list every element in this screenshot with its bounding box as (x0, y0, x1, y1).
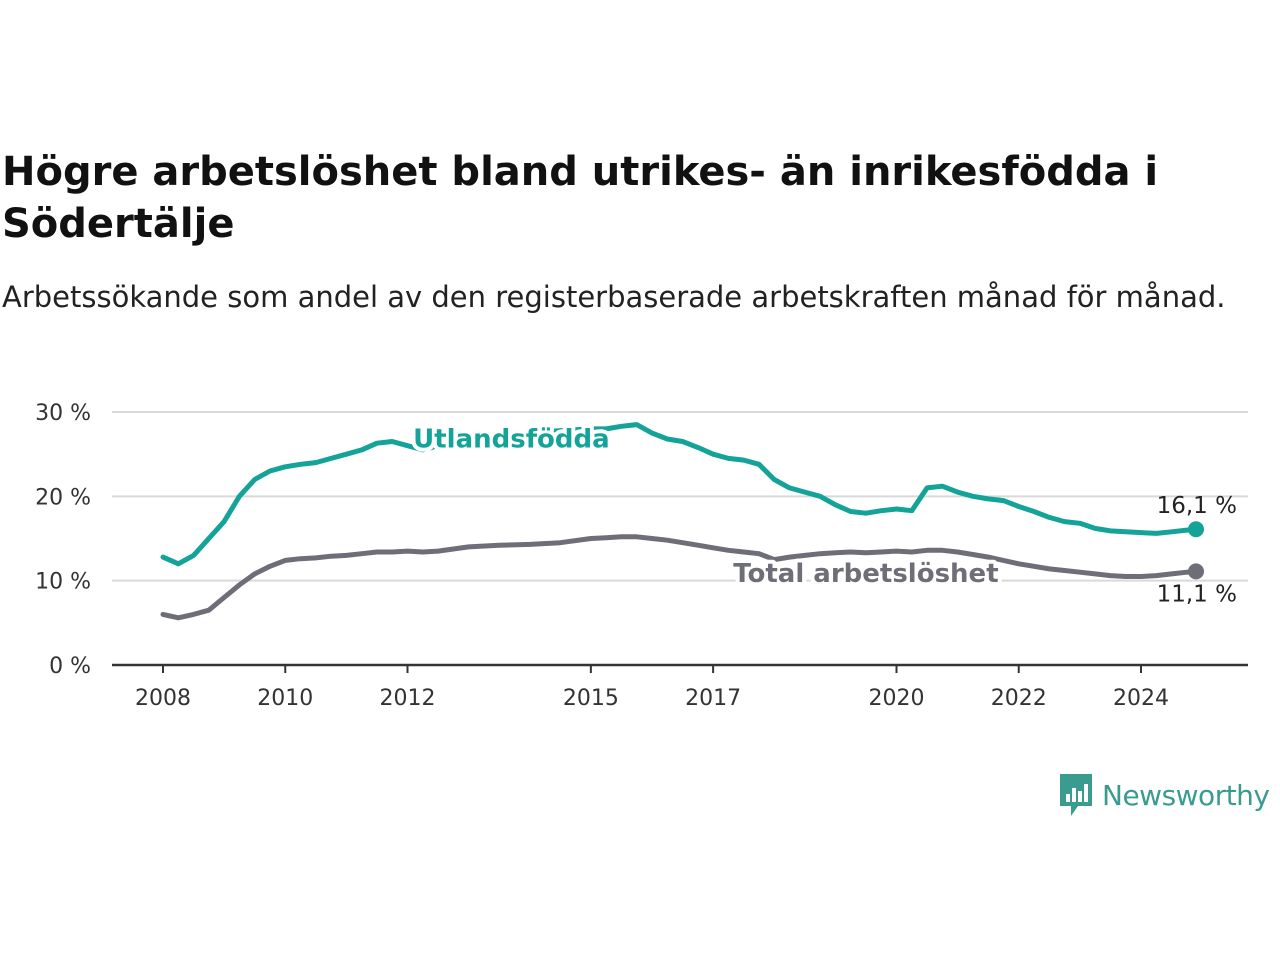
x-tick-label: 2022 (991, 686, 1047, 711)
series-lines (160, 422, 1204, 621)
series-name-label: Utlandsfödda (413, 424, 610, 454)
series-end-label: 11,1 % (1157, 581, 1237, 607)
y-tick-label: 20 % (35, 485, 91, 510)
series-name-label: Total arbetslöshet (733, 559, 998, 589)
x-tick-label: 2010 (257, 686, 313, 711)
x-tick-label: 2015 (563, 686, 619, 711)
y-tick-label: 30 % (35, 401, 91, 426)
chart-labels: 0 % 10 % 20 % 30 % 2008 2010 2012 2015 2017 2020 2… (35, 401, 1237, 711)
x-tick-label: 2017 (685, 686, 741, 711)
newsworthy-logo: Newsworthy (1058, 772, 1270, 818)
series-line (160, 534, 1199, 621)
newsworthy-logo-text: Newsworthy (1102, 778, 1270, 812)
x-tick-label: 2012 (379, 686, 435, 711)
newsworthy-logo-icon (1060, 774, 1092, 816)
y-tick-label: 0 % (49, 654, 91, 679)
x-tick-label: 2020 (868, 686, 924, 711)
page-subtitle: Arbetssökande som andel av den registerb… (2, 280, 1226, 314)
series-end-marker (1188, 563, 1204, 580)
x-tick-label: 2024 (1113, 686, 1169, 711)
x-axis (112, 663, 1248, 673)
series-end-marker (1188, 521, 1204, 538)
grid (112, 411, 1248, 582)
series-line (160, 422, 1199, 567)
y-tick-label: 10 % (35, 570, 91, 595)
series-end-label: 16,1 % (1157, 493, 1237, 519)
page-title: Högre arbetslöshet bland utrikes- än inr… (2, 149, 1159, 247)
x-tick-label: 2008 (135, 686, 191, 711)
